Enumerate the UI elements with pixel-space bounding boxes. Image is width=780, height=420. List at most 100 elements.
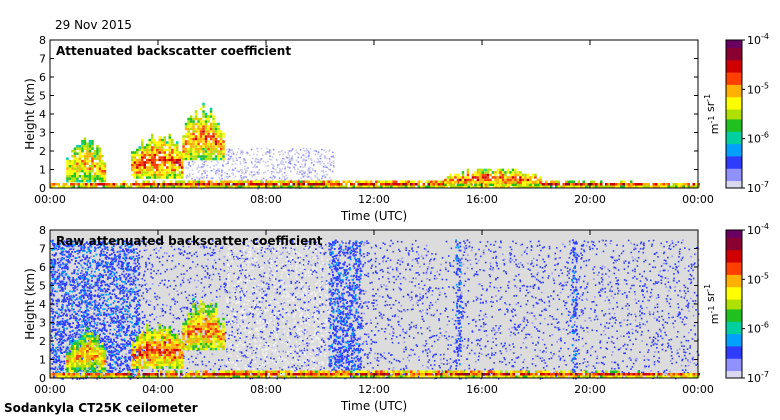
heatmap-cell — [197, 142, 200, 146]
heatmap-cell — [536, 264, 538, 266]
heatmap-cell — [270, 270, 273, 272]
heatmap-cell — [469, 183, 472, 187]
heatmap-cell — [88, 142, 92, 145]
colorbar-segment — [726, 59, 742, 63]
heatmap-cell — [679, 248, 681, 251]
heatmap-cell — [125, 183, 128, 186]
heatmap-cell — [590, 183, 593, 186]
heatmap-cell — [538, 288, 540, 290]
heatmap-cell — [437, 185, 440, 188]
heatmap-cell — [207, 155, 210, 158]
heatmap-cell — [562, 185, 565, 188]
heatmap-cell — [289, 163, 292, 165]
heatmap-cell — [153, 163, 156, 167]
heatmap-cell — [227, 337, 230, 340]
heatmap-cell — [300, 156, 303, 159]
heatmap-cell — [614, 361, 617, 364]
heatmap-cell — [176, 148, 179, 152]
heatmap-cell — [76, 169, 79, 173]
heatmap-cell — [101, 177, 104, 180]
heatmap-cell — [194, 115, 198, 118]
heatmap-cell — [286, 157, 289, 159]
heatmap-cell — [192, 301, 194, 303]
heatmap-cell — [587, 185, 590, 188]
heatmap-cell — [307, 167, 310, 170]
heatmap-cell — [145, 249, 148, 251]
heatmap-cell — [382, 180, 385, 183]
heatmap-cell — [335, 185, 338, 188]
heatmap-cell — [508, 259, 511, 262]
heatmap-cell — [141, 295, 143, 297]
heatmap-cell — [555, 185, 558, 188]
heatmap-cell — [217, 125, 220, 128]
heatmap-cell — [200, 187, 203, 190]
heatmap-cell — [220, 247, 222, 250]
heatmap-cell — [319, 296, 321, 298]
heatmap-cell — [651, 341, 653, 344]
heatmap-cell — [657, 333, 659, 336]
heatmap-cell — [249, 362, 252, 365]
heatmap-cell — [319, 155, 322, 158]
heatmap-cell — [674, 320, 676, 322]
heatmap-cell — [261, 246, 263, 249]
heatmap-cell — [184, 140, 188, 143]
heatmap-cell — [445, 337, 448, 340]
heatmap-cell — [402, 183, 405, 186]
heatmap-cell — [670, 185, 673, 188]
heatmap-cell — [95, 183, 98, 186]
heatmap-cell — [287, 366, 290, 369]
heatmap-cell — [232, 169, 235, 171]
heatmap-cell — [465, 377, 467, 380]
heatmap-cell — [392, 276, 394, 278]
heatmap-cell — [445, 261, 447, 264]
heatmap-cell — [151, 176, 154, 179]
heatmap-cell — [267, 164, 270, 167]
heatmap-cell — [620, 180, 623, 183]
heatmap-cell — [103, 162, 107, 165]
heatmap-cell — [204, 157, 208, 161]
heatmap-cell — [496, 183, 500, 187]
heatmap-cell — [98, 296, 100, 299]
heatmap-cell — [81, 147, 84, 150]
heatmap-cell — [173, 173, 176, 177]
heatmap-cell — [576, 298, 579, 301]
heatmap-cell — [202, 150, 205, 153]
heatmap-cell — [205, 176, 208, 179]
heatmap-cell — [460, 273, 463, 275]
heatmap-cell — [643, 242, 645, 244]
heatmap-cell — [70, 335, 73, 338]
heatmap-cell — [480, 185, 483, 188]
heatmap-cell — [512, 346, 515, 348]
heatmap-cell — [585, 287, 588, 290]
heatmap-cell — [287, 355, 289, 357]
heatmap-cell — [150, 185, 153, 188]
y-axis-label: Height (km) — [23, 78, 37, 149]
heatmap-cell — [324, 156, 326, 158]
heatmap-cell — [358, 292, 361, 295]
heatmap-cell — [271, 274, 274, 276]
heatmap-cell — [616, 363, 619, 366]
heatmap-cell — [295, 185, 298, 188]
heatmap-cell — [209, 157, 213, 161]
heatmap-cell — [221, 177, 223, 180]
heatmap-cell — [173, 171, 176, 174]
heatmap-cell — [230, 249, 233, 252]
heatmap-cell — [163, 161, 166, 164]
heatmap-cell — [305, 318, 308, 320]
heatmap-cell — [481, 284, 483, 287]
heatmap-cell — [312, 185, 315, 188]
heatmap-cell — [226, 350, 228, 353]
heatmap-cell — [420, 311, 423, 313]
heatmap-cell — [194, 157, 198, 161]
heatmap-cell — [467, 180, 470, 183]
heatmap-cell — [474, 254, 476, 257]
heatmap-cell — [188, 163, 190, 165]
heatmap-cell — [73, 177, 77, 180]
heatmap-cell — [595, 183, 598, 186]
heatmap-cell — [461, 176, 465, 179]
heatmap-cell — [215, 169, 218, 172]
heatmap-cell — [364, 262, 366, 264]
heatmap-cell — [276, 171, 279, 174]
heatmap-cell — [276, 322, 279, 325]
heatmap-cell — [653, 317, 656, 319]
